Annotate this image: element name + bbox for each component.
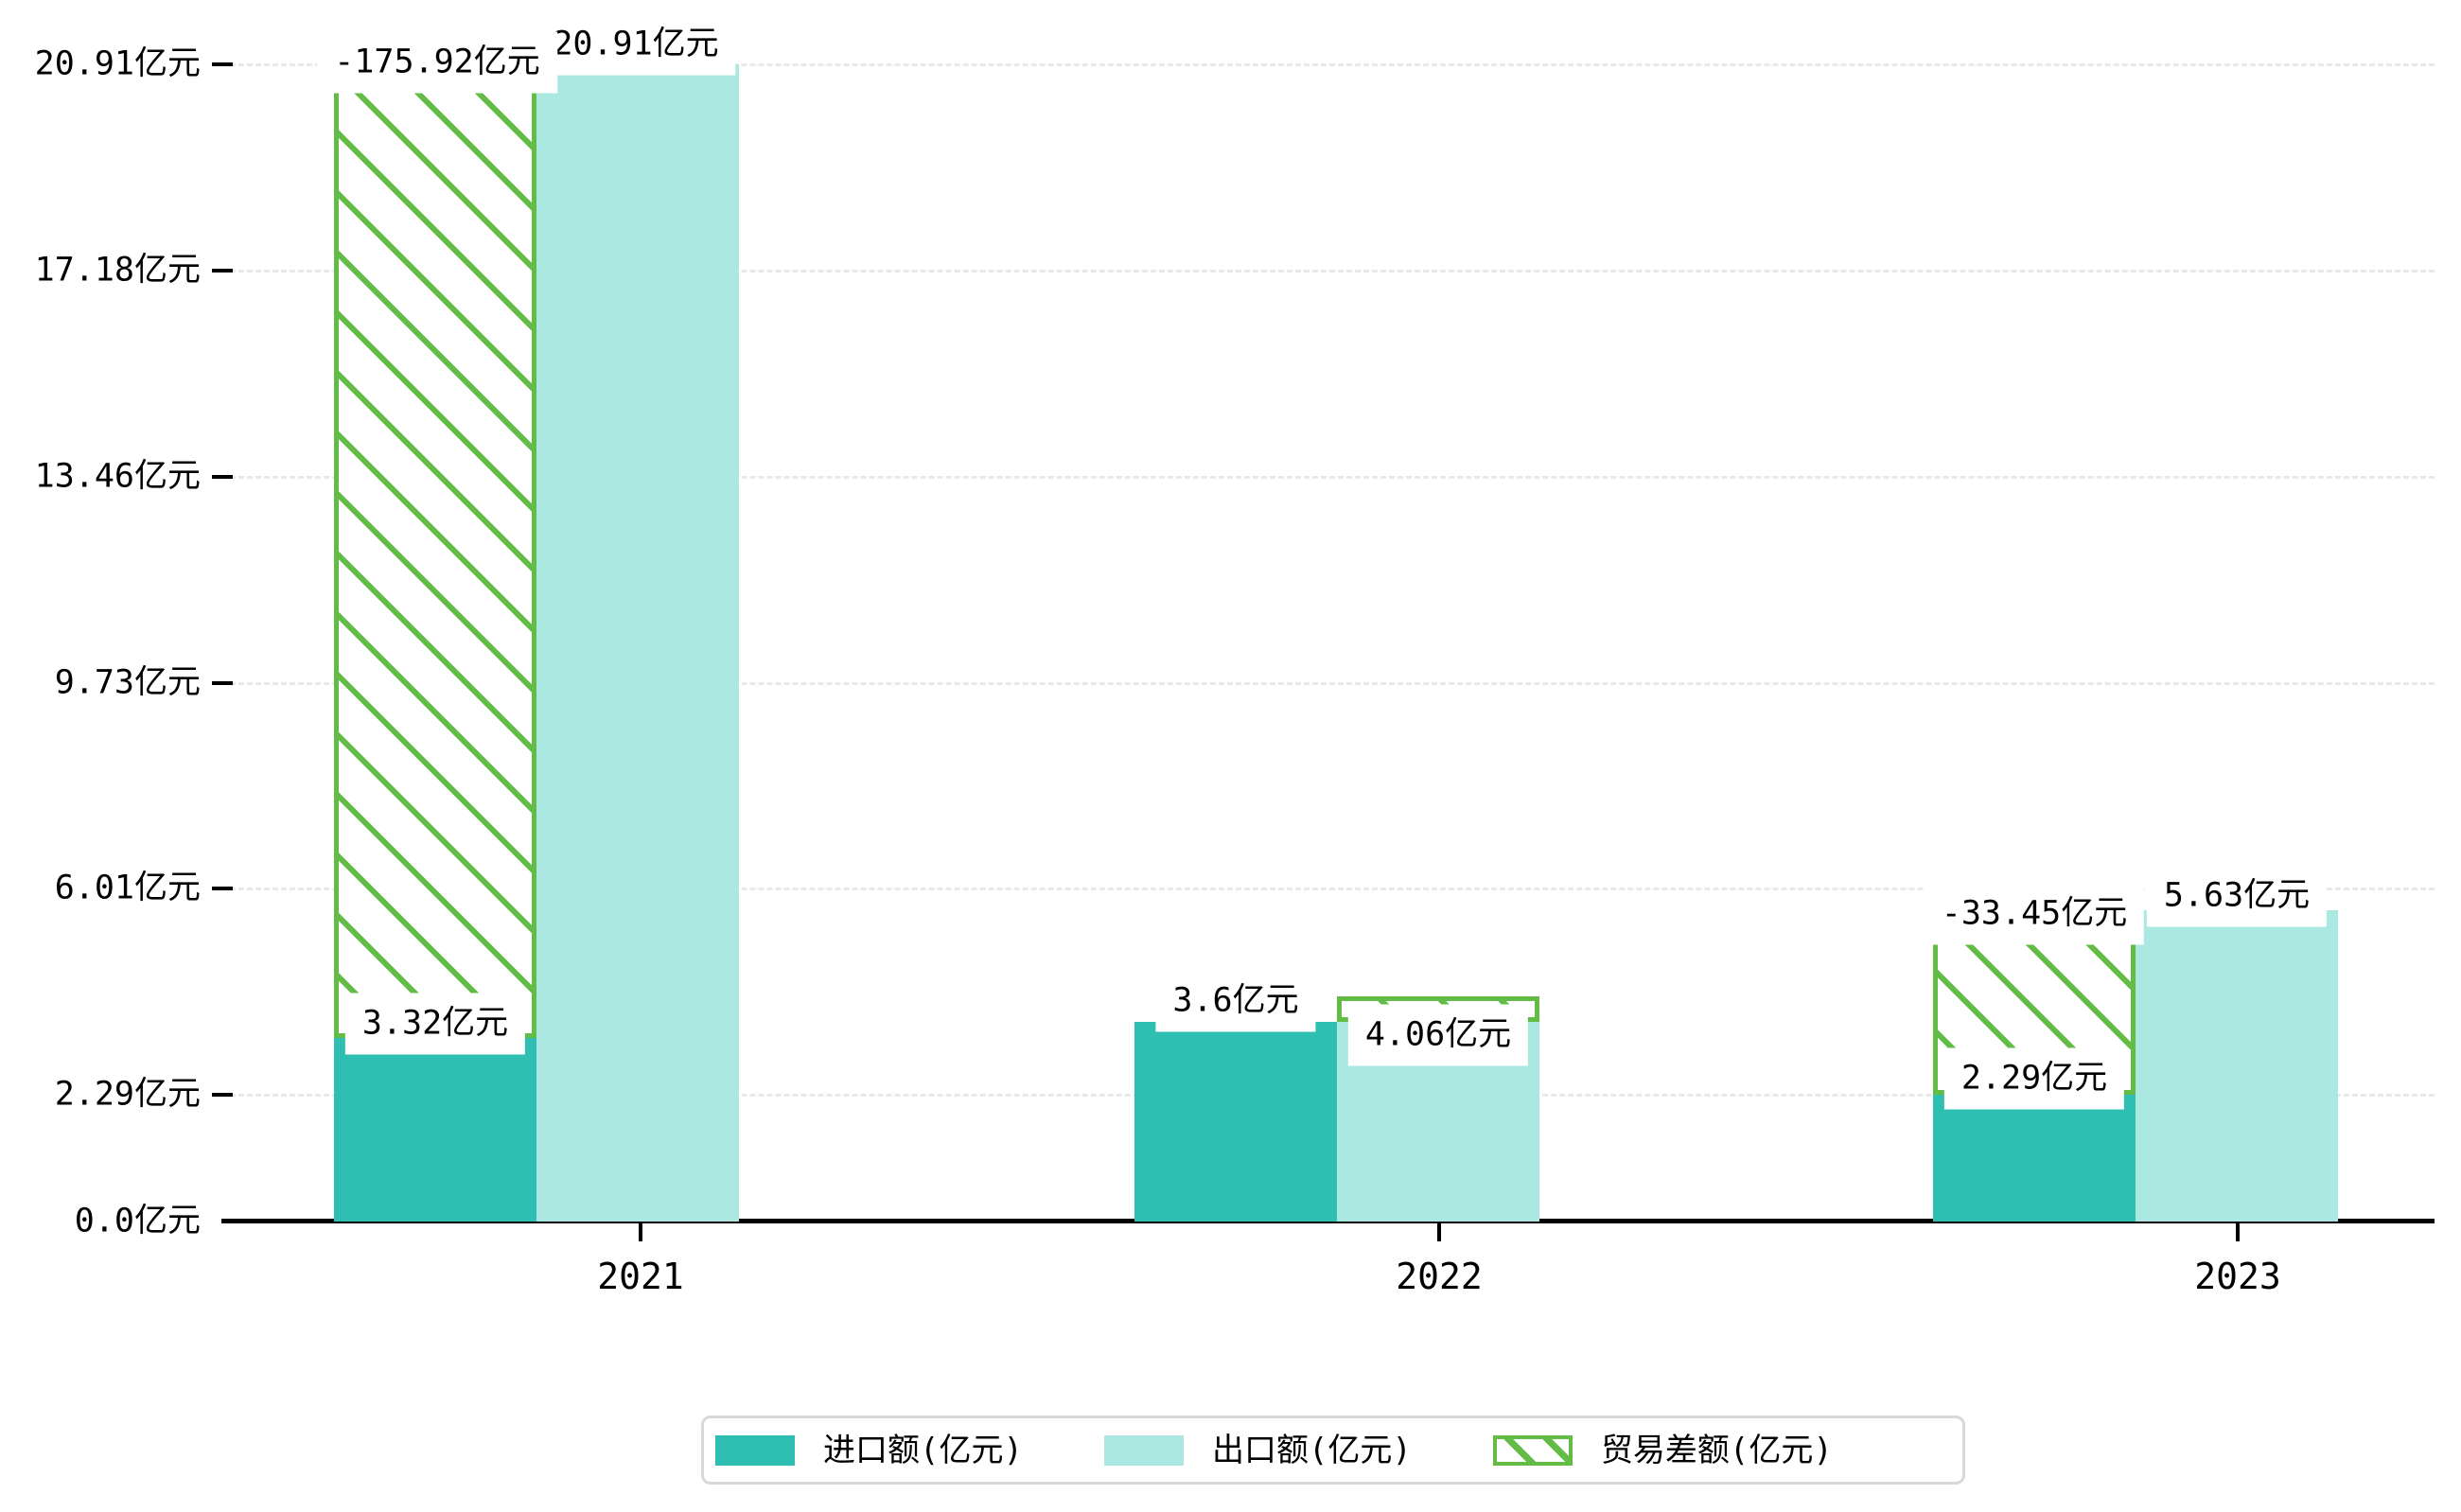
legend: 进口额(亿元) 出口额(亿元) 贸易差额(亿元) (701, 1415, 1965, 1485)
y-axis-tick-label: 6.01亿元 (54, 869, 201, 907)
x-axis-tick-mark (2236, 1223, 2240, 1241)
gridline (221, 270, 2435, 273)
y-axis-tick-mark (212, 1093, 233, 1097)
gridline (221, 888, 2435, 890)
legend-item-trade-balance[interactable]: 贸易差额(亿元) (1492, 1431, 1833, 1469)
import-bar-2023[interactable] (1933, 1095, 2136, 1222)
bar-value-label: 2.29亿元 (1943, 1047, 2125, 1110)
y-axis-tick-label: 2.29亿元 (54, 1075, 201, 1114)
y-axis-tick-label: 0.0亿元 (74, 1202, 201, 1240)
legend-swatch-export (1103, 1434, 1184, 1466)
trade-balance-bar-2021[interactable] (334, 64, 536, 1038)
x-axis-tick-mark (639, 1223, 642, 1241)
import-bar-2022[interactable] (1134, 1022, 1337, 1222)
y-axis-tick-label: 17.18亿元 (34, 251, 201, 290)
bar-value-label: 5.63亿元 (2146, 865, 2328, 927)
y-axis-tick-label: 20.91亿元 (34, 44, 201, 83)
bar-value-label: -33.45亿元 (1924, 883, 2145, 945)
bar-value-label: 3.6亿元 (1155, 970, 1316, 1032)
bar-value-label: 3.32亿元 (344, 993, 526, 1055)
gridline (221, 476, 2435, 479)
legend-item-import[interactable]: 进口额(亿元) (715, 1434, 1023, 1467)
y-axis-tick-mark (212, 887, 233, 890)
y-axis-tick-mark (212, 269, 233, 273)
import-bar-2021[interactable] (334, 1038, 536, 1222)
y-axis-tick-label: 9.73亿元 (54, 663, 201, 702)
legend-item-label: 进口额(亿元) (823, 1431, 1023, 1469)
y-axis-tick-label: 13.46亿元 (34, 457, 201, 496)
y-axis-tick-mark (212, 62, 233, 66)
gridline (221, 63, 2435, 66)
export-bar-2023[interactable] (2136, 910, 2338, 1222)
x-axis-category-label: 2021 (597, 1256, 684, 1297)
legend-swatch-trade-balance (1492, 1434, 1573, 1466)
legend-item-export[interactable]: 出口额(亿元) (1103, 1431, 1412, 1469)
export-bar-2021[interactable] (536, 64, 739, 1222)
legend-swatch-import (715, 1434, 795, 1466)
x-axis-category-label: 2023 (2194, 1256, 2281, 1297)
gridline (221, 682, 2435, 685)
bar-value-label: 4.06亿元 (1347, 1004, 1529, 1066)
y-axis-tick-mark (212, 475, 233, 479)
legend-item-label: 出口额(亿元) (1211, 1431, 1412, 1469)
legend-item-label: 贸易差额(亿元) (1600, 1431, 1833, 1469)
x-axis-category-label: 2022 (1396, 1256, 1483, 1297)
bar-value-label: -175.92亿元 (317, 31, 557, 94)
bar-value-label: 20.91亿元 (536, 13, 736, 76)
x-axis-tick-mark (1437, 1223, 1441, 1241)
y-axis-tick-mark (212, 681, 233, 685)
